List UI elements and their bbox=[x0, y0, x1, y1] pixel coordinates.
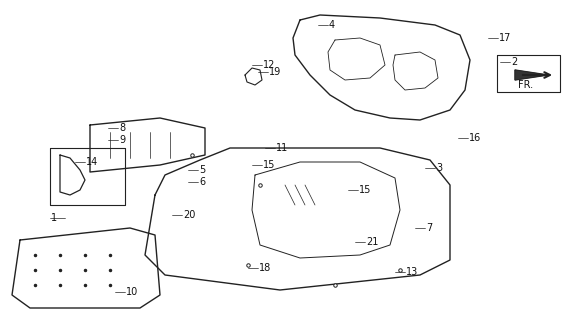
Text: 1: 1 bbox=[51, 213, 57, 223]
Text: 18: 18 bbox=[259, 263, 271, 273]
Text: 13: 13 bbox=[406, 267, 418, 277]
Text: 17: 17 bbox=[499, 33, 511, 43]
Text: 20: 20 bbox=[183, 210, 195, 220]
Text: 6: 6 bbox=[199, 177, 205, 187]
Text: 3: 3 bbox=[436, 163, 442, 173]
Text: 15: 15 bbox=[359, 185, 372, 195]
Polygon shape bbox=[515, 70, 548, 80]
Text: 4: 4 bbox=[329, 20, 335, 30]
Text: 21: 21 bbox=[366, 237, 378, 247]
Text: 15: 15 bbox=[263, 160, 275, 170]
Text: 9: 9 bbox=[119, 135, 125, 145]
Text: 2: 2 bbox=[511, 57, 517, 67]
Text: 16: 16 bbox=[469, 133, 481, 143]
Text: 8: 8 bbox=[119, 123, 125, 133]
Text: 12: 12 bbox=[263, 60, 275, 70]
Text: FR.: FR. bbox=[518, 80, 533, 90]
Text: 10: 10 bbox=[126, 287, 138, 297]
Text: 11: 11 bbox=[276, 143, 288, 153]
Text: 7: 7 bbox=[426, 223, 432, 233]
Text: 5: 5 bbox=[199, 165, 205, 175]
Text: 14: 14 bbox=[86, 157, 99, 167]
Text: 19: 19 bbox=[269, 67, 282, 77]
